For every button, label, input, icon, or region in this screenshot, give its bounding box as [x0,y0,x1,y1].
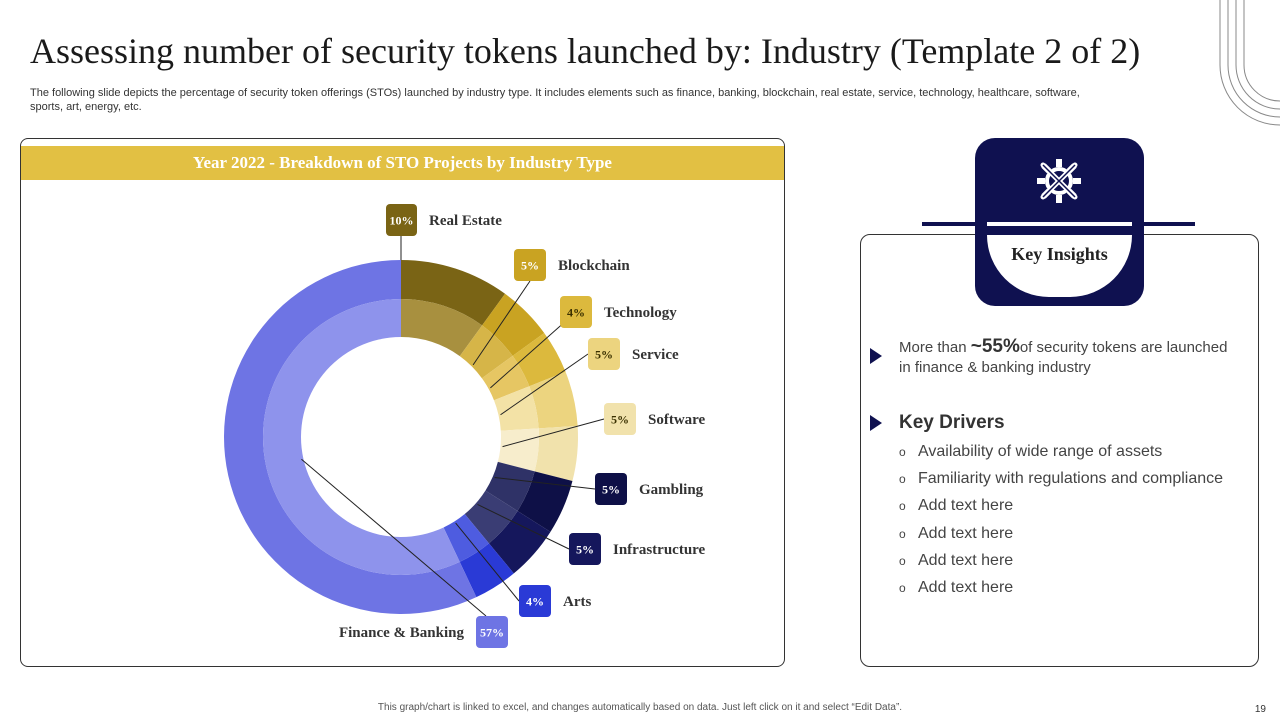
key-drivers-heading: Key Drivers [899,412,1005,433]
insights-icon-box [975,138,1144,306]
gear-tools-icon [1037,159,1081,203]
driver-item: o Add text here [899,578,1014,596]
driver-item: o Add text here [899,524,1014,542]
chart-title: Year 2022 - Breakdown of STO Projects by… [21,146,784,180]
insight-statement: More than ~55%of security tokens are lau… [899,337,1229,378]
driver-item: o Add text here [899,497,1014,515]
driver-item: o Add text here [899,551,1014,569]
page-subtitle: The following slide depicts the percenta… [30,87,1080,113]
insight-arrow-icon [870,348,882,364]
chart-panel [20,138,785,667]
insights-icon-bar [987,222,1132,226]
bullet-icon: o [899,526,906,541]
insight-stat-value: ~55% [970,336,1020,357]
driver-item: o Availability of wide range of assets [899,443,1163,460]
insight-stat-prefix: More than [899,339,971,356]
bullet-icon: o [899,499,906,514]
driver-item: o Familiarity with regulations and compli… [899,470,1224,488]
key-insights-heading: Key Insights [1011,244,1108,264]
footer-note: This graph/chart is linked to excel, and… [377,702,903,713]
page-title: Assessing number of security tokens laun… [30,31,1141,71]
bullet-icon: o [899,445,906,459]
bullet-icon: o [899,553,906,568]
drivers-arrow-icon [870,415,882,431]
insight-stat-suffix: of security tokens are launched in finan… [899,339,1228,376]
page-number: 19 [1254,704,1266,715]
bullet-icon: o [899,580,906,595]
corner-arcs-decoration [1219,0,1280,126]
bullet-icon: o [899,472,906,487]
